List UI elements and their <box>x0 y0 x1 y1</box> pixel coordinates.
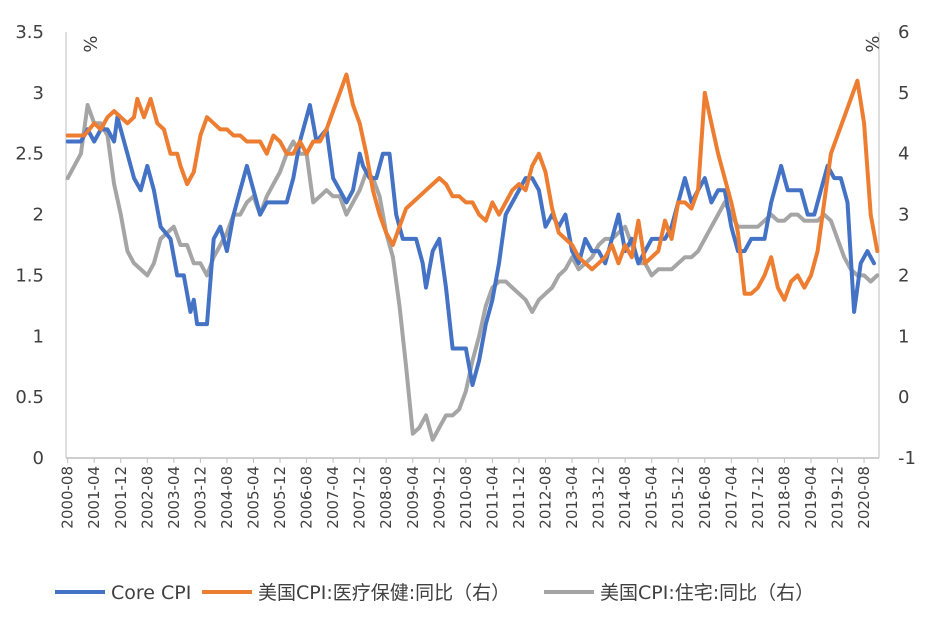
x-tick-label: 2001-04 <box>85 466 103 529</box>
x-tick-label: 2009-12 <box>430 466 448 529</box>
y-tick-label-left: 0.5 <box>15 387 44 408</box>
x-tick-label: 2014-08 <box>616 466 634 529</box>
y-tick-label-left: 2.5 <box>15 144 44 165</box>
x-tick-label: 2007-04 <box>324 466 342 529</box>
chart-axes <box>65 32 880 459</box>
y-tick-label-right: 3 <box>898 205 909 226</box>
x-tick-label: 2013-12 <box>590 466 608 529</box>
y-axis-right-unit: % <box>861 35 882 52</box>
x-tick-label: 2000-08 <box>59 466 77 529</box>
legend-label-2: 美国CPI:住宅:同比（右） <box>600 582 814 604</box>
series-layer <box>65 72 880 442</box>
y-tick-label-right: 6 <box>898 22 909 43</box>
x-tick-label: 2004-08 <box>218 466 236 529</box>
x-tick-label: 2008-08 <box>377 466 395 529</box>
y-tick-label-left: 1.5 <box>15 265 44 286</box>
y-tick-label-left: 3.5 <box>15 22 44 43</box>
y-tick-label-right: 1 <box>898 326 909 347</box>
y-tick-label-left: 1 <box>33 326 44 347</box>
y-ticks-right: -1 0 1 2 3 4 5 6 <box>898 22 916 469</box>
y-tick-label-right: 0 <box>898 387 909 408</box>
x-tick-label: 2010-08 <box>457 466 475 529</box>
x-tick-label: 2019-04 <box>802 466 820 529</box>
y-tick-label-right: 2 <box>898 265 909 286</box>
x-tick-label: 2015-04 <box>643 466 661 529</box>
x-tick-label: 2002-08 <box>138 466 156 529</box>
series-line-0 <box>65 103 876 387</box>
x-tick-label: 2012-08 <box>537 466 555 529</box>
y-tick-label-right: -1 <box>898 448 916 469</box>
x-tick-label: 2003-12 <box>191 466 209 529</box>
x-tick-label: 2020-08 <box>855 466 873 529</box>
legend-label-1: 美国CPI:医疗保健:同比（右） <box>258 582 510 604</box>
series-line-1 <box>65 72 880 302</box>
legend: Core CPI 美国CPI:医疗保健:同比（右） 美国CPI:住宅:同比（右） <box>55 582 814 604</box>
x-tick-label: 2015-12 <box>669 466 687 529</box>
x-tick-label: 2017-12 <box>749 466 767 529</box>
x-tick-label: 2013-04 <box>563 466 581 529</box>
x-tick-label: 2005-04 <box>244 466 262 529</box>
x-tick-label: 2017-04 <box>722 466 740 529</box>
y-ticks-left: 0 0.5 1 1.5 2 2.5 3 3.5 <box>15 22 44 469</box>
x-tick-label: 2003-04 <box>165 466 183 529</box>
y-tick-label-right: 4 <box>898 144 909 165</box>
legend-label-0: Core CPI <box>111 582 191 604</box>
x-tick-label: 2007-12 <box>351 466 369 529</box>
x-ticks: 2000-08 2001-04 2001-12 2002-08 2003-04 2003-… <box>59 458 873 529</box>
series-line-2 <box>65 103 880 442</box>
x-tick-label: 2001-12 <box>112 466 130 529</box>
x-tick-label: 2011-12 <box>510 466 528 529</box>
x-tick-label: 2005-12 <box>271 466 289 529</box>
y-tick-label-left: 3 <box>33 83 44 104</box>
x-tick-label: 2016-08 <box>696 466 714 529</box>
y-tick-label-left: 2 <box>33 205 44 226</box>
x-tick-label: 2009-04 <box>404 466 422 529</box>
x-tick-label: 2018-08 <box>775 466 793 529</box>
y-tick-label-right: 5 <box>898 83 909 104</box>
x-tick-label: 2006-08 <box>298 466 316 529</box>
x-tick-label: 2011-04 <box>483 466 501 529</box>
x-tick-label: 2019-12 <box>829 466 847 529</box>
y-axis-left-unit: % <box>79 35 100 52</box>
y-tick-label-left: 0 <box>33 448 44 469</box>
